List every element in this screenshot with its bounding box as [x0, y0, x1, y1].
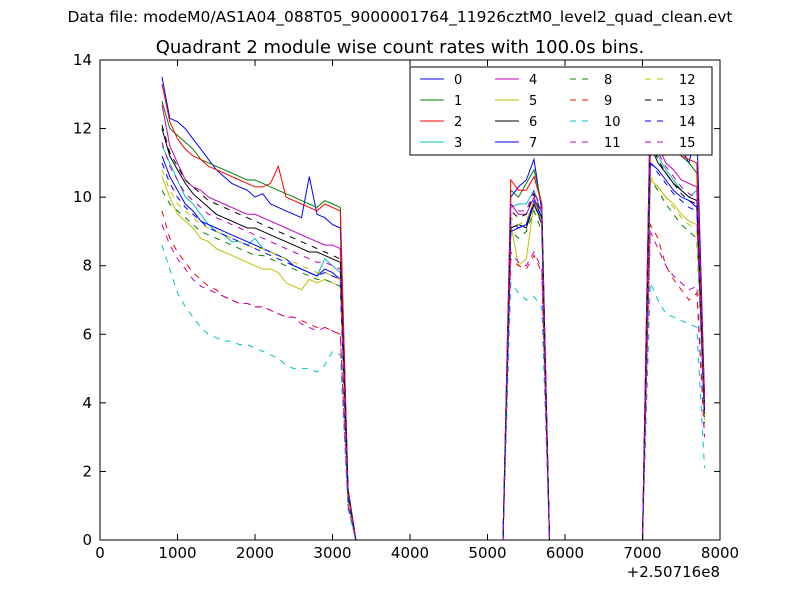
x-tick-label: 4000 [391, 544, 429, 562]
series-line-7 [161, 155, 705, 540]
series-line-3 [161, 144, 705, 540]
y-tick-label: 4 [82, 394, 92, 412]
series-line-14 [161, 161, 705, 540]
series-line-0 [161, 77, 705, 540]
x-tick-label: 1000 [158, 544, 196, 562]
legend-label: 2 [454, 115, 462, 130]
series-line-13 [161, 124, 705, 540]
legend-label: 12 [679, 73, 696, 88]
legend-label: 11 [604, 136, 621, 151]
y-tick-label: 14 [73, 51, 92, 69]
x-tick-label: 3000 [313, 544, 351, 562]
legend-label: 6 [529, 115, 537, 130]
x-tick-label: 0 [95, 544, 105, 562]
x-tick-label: 2000 [236, 544, 274, 562]
plot-lines [161, 77, 705, 540]
legend-label: 14 [679, 115, 696, 130]
y-tick-label: 10 [73, 188, 92, 206]
y-tick-label: 12 [73, 120, 92, 138]
x-tick-label: 7000 [623, 544, 661, 562]
y-tick-label: 0 [82, 531, 92, 549]
y-tick-label: 6 [82, 325, 92, 343]
legend-label: 9 [604, 94, 612, 109]
legend-label: 10 [604, 115, 621, 130]
series-line-4 [161, 104, 705, 540]
y-tick-label: 8 [82, 257, 92, 275]
series-line-10 [161, 244, 705, 540]
legend-label: 8 [604, 73, 612, 88]
series-line-6 [161, 128, 705, 540]
series-line-11 [161, 224, 705, 540]
series-line-15 [161, 135, 705, 540]
legend-label: 7 [529, 136, 537, 151]
x-tick-label: 5000 [468, 544, 506, 562]
series-line-2 [161, 83, 705, 540]
figure-suptitle: Data file: modeM0/AS1A04_088T05_90000017… [67, 8, 733, 26]
series-line-12 [161, 169, 705, 540]
x-tick-label: 6000 [546, 544, 584, 562]
legend-label: 4 [529, 73, 537, 88]
legend-label: 5 [529, 94, 537, 109]
legend-label: 15 [679, 136, 696, 151]
legend-box [409, 66, 713, 156]
chart-title: Quadrant 2 module wise count rates with … [155, 37, 645, 58]
series-line-8 [161, 178, 705, 540]
legend-label: 1 [454, 94, 462, 109]
series-line-5 [161, 176, 705, 540]
axis-ticks: 0 1000 2000 3000 4000 5000 6000 7000 80000246810… [73, 51, 739, 562]
legend-label: 0 [454, 73, 462, 88]
legend-label: 13 [679, 94, 696, 109]
x-tick-label: 8000 [701, 544, 739, 562]
x-axis-offset-label: +2.50716e8 [627, 563, 720, 581]
series-line-1 [161, 100, 705, 540]
y-tick-label: 2 [82, 462, 92, 480]
legend-label: 3 [454, 136, 462, 151]
